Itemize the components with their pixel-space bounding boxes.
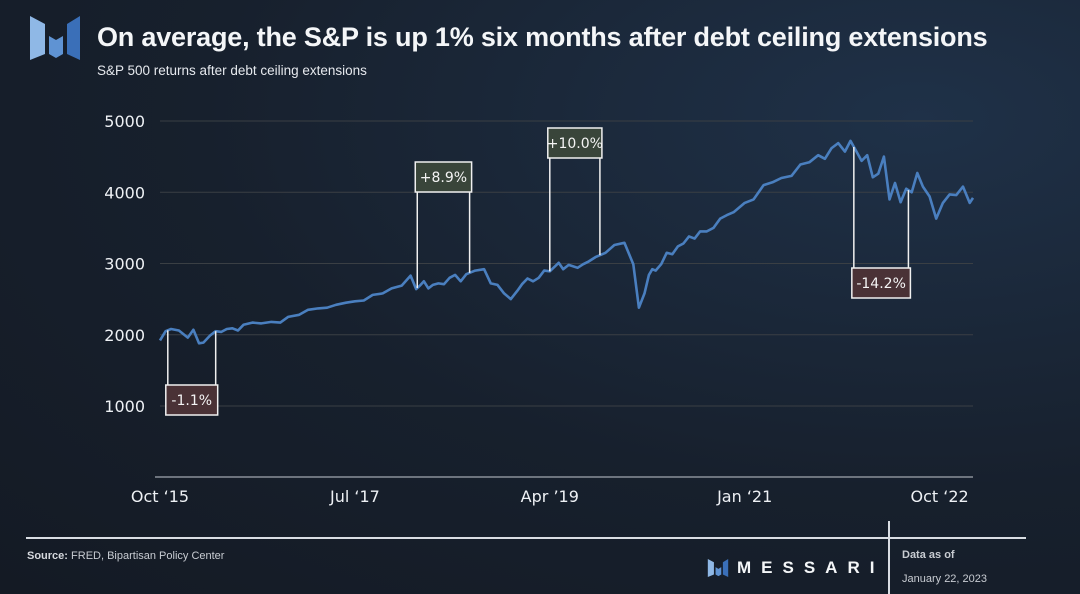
annotation-box xyxy=(851,267,912,299)
x-tick-label-3: Jan ‘21 xyxy=(716,487,772,506)
x-tick-label-2: Apr ’19 xyxy=(521,487,579,506)
series-line-sp500 xyxy=(158,139,975,345)
annotation-box xyxy=(414,161,473,193)
brand-mark: MESSARI xyxy=(707,557,884,579)
annotation-box xyxy=(165,384,219,416)
brand-wordmark: MESSARI xyxy=(737,558,885,577)
source-label: Source: xyxy=(27,550,68,562)
y-tick-label-2000: 2000 xyxy=(104,326,145,345)
annotation-1: +8.9% xyxy=(414,161,473,289)
logo-bar-right xyxy=(67,16,80,60)
y-tick-label-5000: 5000 xyxy=(104,112,145,131)
data-as-of-label: Data as of xyxy=(902,549,955,561)
y-tick-label-1000: 1000 xyxy=(104,397,145,416)
y-axis-ticks: 1000 2000 3000 4000 5000 xyxy=(104,112,145,416)
annotation-label: +10.0% xyxy=(547,136,603,152)
annotation-label: -14.2% xyxy=(856,276,906,292)
gridlines xyxy=(160,120,973,407)
messari-logo xyxy=(30,16,80,60)
chart-subtitle: S&P 500 returns after debt ceiling exten… xyxy=(97,63,367,78)
x-tick-label-0: Oct ‘15 xyxy=(131,487,189,506)
annotations: -1.1% +8.9% +10.0% -14.2% xyxy=(165,127,912,416)
source-text: FRED, Bipartisan Policy Center xyxy=(67,550,225,562)
x-tick-label-4: Oct ‘22 xyxy=(910,487,968,506)
annotation-box xyxy=(547,127,603,159)
logo-bar-left xyxy=(30,16,45,60)
annotation-3: -14.2% xyxy=(851,146,912,299)
x-tick-label-1: Jul ‘17 xyxy=(329,487,380,506)
annotation-2: +10.0% xyxy=(547,127,603,272)
chart-title: On average, the S&P is up 1% six months … xyxy=(97,22,988,52)
logo-bar-middle xyxy=(49,36,63,58)
data-as-of-date: January 22, 2023 xyxy=(902,573,988,585)
annotation-0: -1.1% xyxy=(165,330,219,416)
source-note: Source: FRED, Bipartisan Policy Center xyxy=(27,550,224,562)
annotation-label: +8.9% xyxy=(420,170,467,186)
x-axis-ticks: Oct ‘15 Jul ‘17 Apr ’19 Jan ‘21 Oct ‘22 xyxy=(131,487,969,506)
footer-divider xyxy=(26,537,1026,539)
footer-vertical-divider xyxy=(888,521,890,594)
annotation-label: -1.1% xyxy=(171,393,212,409)
y-tick-label-3000: 3000 xyxy=(104,255,145,274)
y-tick-label-4000: 4000 xyxy=(104,183,145,202)
messari-small-logo-icon xyxy=(707,559,729,577)
